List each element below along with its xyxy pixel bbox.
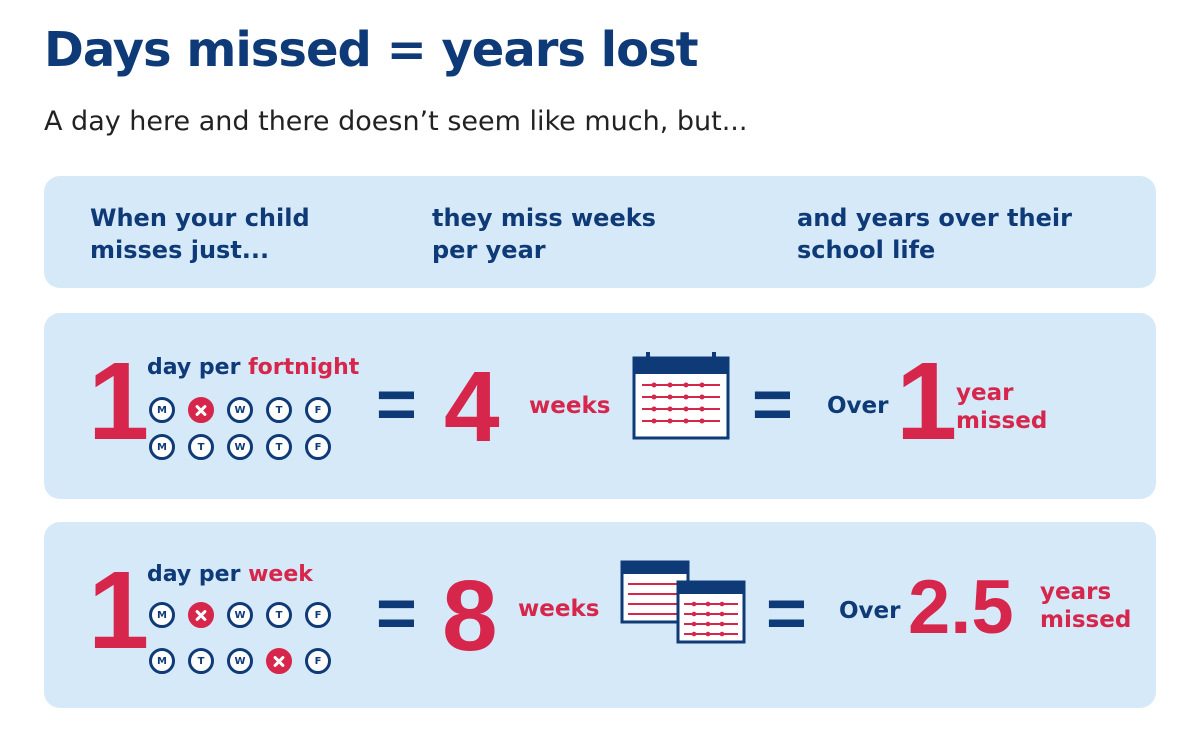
years-number: 1: [896, 340, 958, 463]
years-number: 2.5: [908, 565, 1014, 650]
page-title: Days missed = years lost: [44, 22, 699, 78]
weeks-label: weeks: [518, 596, 600, 622]
day-circle: F: [305, 434, 331, 460]
day-circle: T: [188, 648, 214, 674]
days-count: 1: [88, 340, 150, 463]
day-circle: T: [266, 602, 292, 628]
years-label-line1: year: [956, 380, 1014, 406]
missed-day-cross-icon: T: [188, 397, 214, 423]
page-subtitle: A day here and there doesn’t seem like m…: [44, 106, 748, 137]
day-circle: M: [149, 648, 175, 674]
frequency-highlight: fortnight: [248, 355, 360, 380]
frequency-prefix: day per: [147, 562, 249, 587]
equals-sign: =: [376, 365, 417, 443]
day-circle: F: [305, 648, 331, 674]
frequency-label: day per fortnight: [147, 355, 359, 380]
frequency-prefix: day per: [147, 355, 249, 380]
calendar-icon: [676, 580, 746, 644]
years-label-line1: years: [1040, 579, 1112, 605]
weeks-number: 4: [444, 351, 500, 463]
header-col-years: and years over their school life: [797, 204, 1072, 264]
missed-day-cross-icon: T: [266, 648, 292, 674]
calendar-icon: [632, 351, 730, 445]
equals-sign-2: =: [752, 365, 793, 443]
over-label: Over: [839, 598, 901, 624]
equals-sign: =: [376, 574, 417, 652]
calendar-stack-icon: [620, 558, 748, 652]
header-panel: When your child misses just... they miss…: [44, 176, 1156, 288]
frequency-highlight: week: [248, 562, 313, 587]
equals-sign-2: =: [766, 574, 807, 652]
day-circle: T: [266, 434, 292, 460]
header-col-weeks: they miss weeks per year: [432, 204, 656, 264]
header-col-misses: When your child misses just...: [90, 204, 310, 264]
day-circle: M: [149, 602, 175, 628]
day-circle: F: [305, 602, 331, 628]
day-circle: W: [227, 648, 253, 674]
day-circle: T: [266, 397, 292, 423]
day-circle: F: [305, 397, 331, 423]
over-label: Over: [827, 393, 889, 419]
day-circle: T: [188, 434, 214, 460]
day-circle: M: [149, 434, 175, 460]
day-circle: M: [149, 397, 175, 423]
day-circle: W: [227, 434, 253, 460]
day-circle: W: [227, 397, 253, 423]
missed-day-cross-icon: T: [188, 602, 214, 628]
years-label-line2: missed: [956, 408, 1048, 434]
weeks-label: weeks: [529, 393, 611, 419]
years-label-line2: missed: [1040, 607, 1132, 633]
weeks-number: 8: [442, 560, 498, 672]
frequency-label: day per week: [147, 562, 313, 587]
days-count: 1: [88, 549, 150, 672]
years-label: years missed: [1040, 578, 1131, 634]
years-label: year missed: [956, 379, 1047, 435]
day-circle: W: [227, 602, 253, 628]
